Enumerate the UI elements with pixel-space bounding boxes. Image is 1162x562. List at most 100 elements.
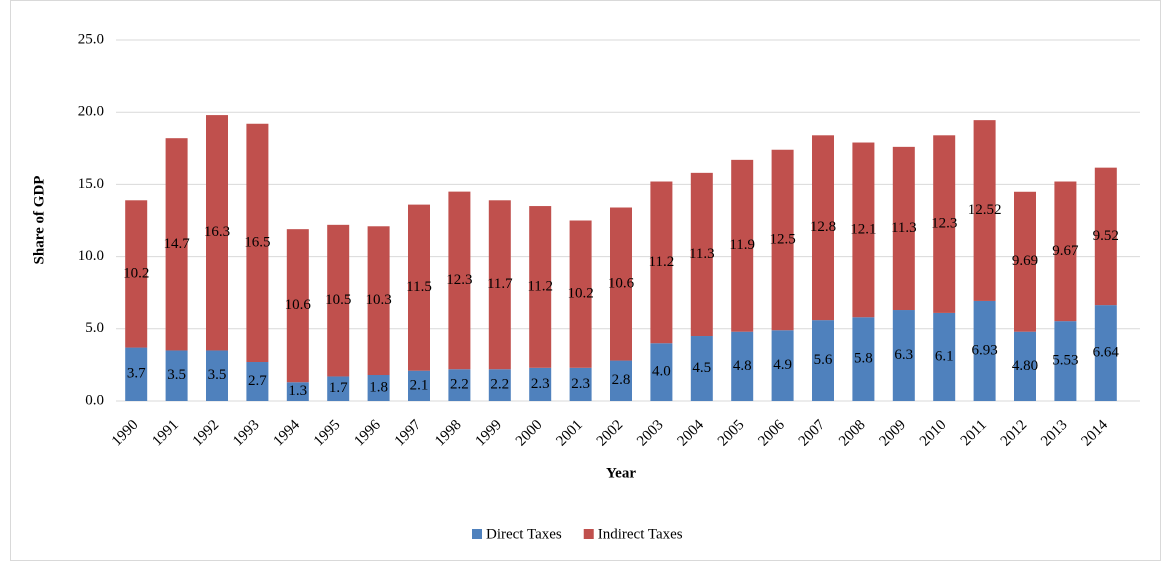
bar-segment [1094, 167, 1117, 306]
bar-segment [569, 220, 592, 368]
data-label: 12.1 [850, 221, 876, 237]
legend-label: Indirect Taxes [598, 526, 683, 542]
x-axis-title: Year [606, 465, 636, 481]
y-tick-label: 15.0 [78, 176, 104, 192]
bar-segment [610, 360, 632, 401]
data-label: 9.67 [1052, 243, 1079, 259]
bar-segment [771, 149, 794, 331]
bar-segment [973, 300, 996, 401]
y-tick-label: 10.0 [78, 248, 104, 264]
y-tick-label: 5.0 [85, 320, 104, 336]
bar-segment [690, 336, 713, 401]
bar-segment [933, 135, 956, 313]
data-label: 2.3 [571, 376, 590, 392]
data-label: 2.7 [248, 373, 267, 389]
bar-segment [286, 229, 309, 383]
bar-segment [448, 369, 471, 401]
data-label: 11.2 [649, 254, 675, 270]
bar-segment [812, 320, 834, 401]
y-tick-label: 0.0 [85, 392, 104, 408]
data-label: 12.52 [968, 202, 1002, 218]
bar-segment [1014, 191, 1036, 332]
bar-segment [408, 370, 430, 401]
data-label: 1.7 [329, 380, 348, 396]
bar-segment [812, 135, 834, 321]
data-label: 14.7 [163, 236, 190, 252]
data-label: 3.5 [208, 367, 227, 383]
data-label: 10.2 [123, 265, 149, 281]
data-label: 16.5 [244, 234, 270, 250]
data-label: 9.52 [1093, 228, 1119, 244]
data-label: 6.1 [935, 348, 954, 364]
data-label: 3.5 [167, 367, 186, 383]
data-label: 2.8 [612, 372, 631, 388]
bar-segment [771, 330, 794, 401]
bar-segment [206, 350, 228, 401]
bar-segment [286, 382, 309, 401]
bar-segment [488, 200, 511, 370]
data-label: 11.7 [487, 276, 513, 292]
data-label: 1.3 [288, 383, 307, 399]
bar-segment [610, 207, 632, 361]
bar-segment [1054, 181, 1077, 322]
bar-segment [973, 120, 996, 301]
data-label: 4.8 [733, 358, 752, 374]
bar-segment [569, 367, 592, 401]
data-label: 4.80 [1012, 358, 1038, 374]
data-label: 10.6 [608, 275, 635, 291]
bar-segment [650, 181, 673, 344]
bar-segment [650, 343, 673, 401]
data-label: 2.3 [531, 376, 550, 392]
bar-segment [731, 159, 754, 332]
data-label: 11.3 [891, 220, 917, 236]
legend-label: Direct Taxes [486, 526, 562, 542]
bar-segment [529, 367, 552, 401]
data-label: 12.8 [810, 219, 836, 235]
bar-segment [852, 317, 875, 401]
data-label: 11.9 [729, 237, 755, 253]
data-label: 12.3 [931, 216, 957, 232]
bar-segment [367, 375, 390, 401]
legend-swatch [583, 529, 594, 539]
data-label: 10.6 [285, 297, 312, 313]
data-label: 5.8 [854, 351, 873, 367]
data-label: 3.7 [127, 366, 146, 382]
bar-segment [529, 206, 552, 368]
bar-segment [488, 369, 511, 401]
y-axis-title: Share of GDP [31, 176, 47, 265]
y-tick-label: 20.0 [78, 104, 104, 120]
bar-segment [690, 172, 713, 337]
bar-segment [327, 376, 350, 401]
data-label: 12.3 [446, 272, 472, 288]
bar-segment [1054, 321, 1077, 401]
bar-segment [408, 204, 430, 371]
bar-segment [448, 191, 471, 370]
data-label: 4.9 [773, 357, 792, 373]
data-label: 2.2 [490, 377, 509, 393]
data-label: 6.64 [1093, 344, 1120, 360]
data-label: 1.8 [369, 379, 388, 395]
y-tick-label: 25.0 [78, 31, 104, 47]
data-label: 9.69 [1012, 253, 1038, 269]
data-label: 10.3 [365, 292, 391, 308]
data-label: 4.0 [652, 364, 671, 380]
data-label: 6.93 [971, 342, 997, 358]
data-label: 11.3 [689, 246, 715, 262]
bar-segment [246, 123, 269, 363]
bar-segment [327, 224, 350, 377]
data-label: 6.3 [894, 347, 913, 363]
legend-swatch [472, 529, 482, 539]
data-label: 5.53 [1052, 353, 1078, 369]
bar-segment [852, 142, 875, 318]
bar-segment [246, 362, 269, 401]
bar-segment [933, 312, 956, 401]
bar-segment [892, 310, 915, 401]
bar-segment [125, 200, 148, 348]
data-label: 12.5 [769, 231, 795, 247]
data-label: 16.3 [204, 224, 230, 240]
data-label: 11.2 [527, 278, 553, 294]
data-label: 2.1 [410, 377, 429, 393]
data-label: 4.5 [692, 360, 711, 376]
bar-segment [892, 146, 915, 311]
